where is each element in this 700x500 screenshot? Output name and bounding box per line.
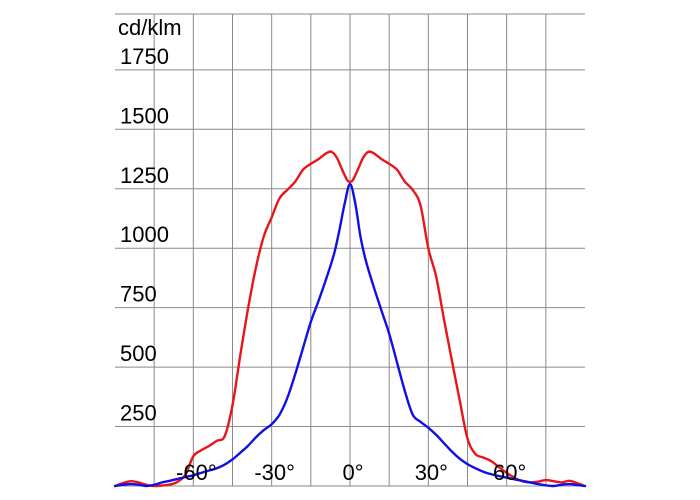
- x-tick-label: 30°: [415, 460, 448, 485]
- x-tick-label: 0°: [342, 460, 363, 485]
- y-tick-label: 1250: [120, 163, 169, 188]
- grid: [115, 13, 585, 487]
- x-tick-label: -30°: [254, 460, 295, 485]
- tick-labels: cd/klm 250 500 750 1000 1250 1500 1750 -60° -30°…: [118, 15, 526, 485]
- y-tick-label: 1500: [120, 103, 169, 128]
- y-tick-label: 250: [120, 401, 157, 426]
- series-layer: [113, 150, 587, 488]
- x-tick-label: 60°: [493, 460, 526, 485]
- y-tick-label: 500: [120, 341, 157, 366]
- series-line-1: [113, 150, 587, 488]
- y-axis-unit-label: cd/klm: [118, 15, 182, 40]
- y-tick-label: 1750: [120, 44, 169, 69]
- y-tick-label: 750: [120, 282, 157, 307]
- x-tick-label: -60°: [176, 460, 217, 485]
- y-tick-label: 1000: [120, 222, 169, 247]
- series-line-2: [113, 182, 587, 488]
